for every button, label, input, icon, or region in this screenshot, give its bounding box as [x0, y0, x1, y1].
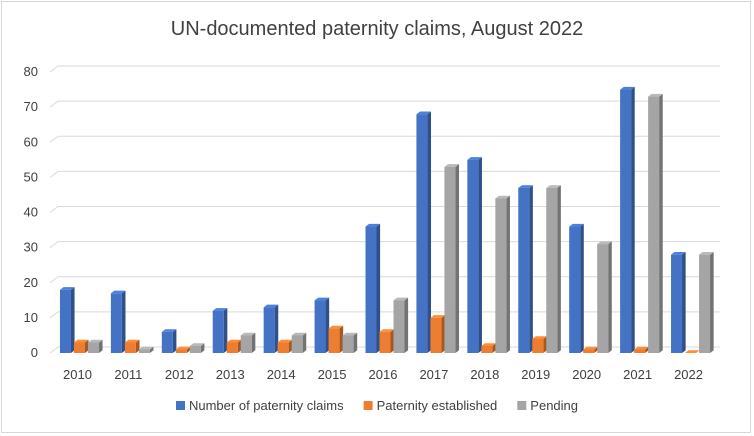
bar-2021-0	[620, 86, 635, 354]
legend: Number of paternity claims Paternity esta…	[175, 398, 578, 413]
legend-label: Number of paternity claims	[189, 398, 344, 413]
bar-2011-0	[110, 290, 126, 353]
x-tick-label: 2018	[470, 367, 499, 382]
bar-2021-1	[634, 346, 649, 353]
bar-2019-2	[546, 185, 561, 353]
bar-2010-2	[87, 339, 103, 353]
bar-2011-2	[138, 346, 154, 353]
bar-2016-1	[379, 329, 395, 353]
legend-item-0: Number of paternity claims	[175, 398, 344, 413]
gridline-depth-10	[49, 311, 59, 319]
x-tick-label: 2020	[572, 367, 601, 382]
bar-2013-1	[226, 339, 242, 353]
bar-2017-2	[444, 164, 460, 353]
bar-2020-0	[569, 223, 584, 353]
y-tick-label: 20	[24, 275, 38, 290]
y-tick-label: 70	[24, 99, 38, 114]
x-tick-label: 2022	[674, 367, 703, 382]
legend-item-1: Paternity established	[363, 398, 498, 413]
gridline-depth-80	[49, 65, 59, 73]
bar-2012-2	[189, 343, 205, 353]
x-tick-label: 2012	[165, 367, 194, 382]
bar-2019-1	[532, 336, 547, 353]
y-tick-label: 50	[24, 169, 38, 184]
gridline-depth-70	[49, 100, 59, 108]
x-axis-ticks: 2010 2011 2012 2013 2014 2015 2016 2017 2018 2019…	[63, 367, 703, 382]
x-tick-label: 2017	[419, 367, 448, 382]
y-axis-ticks: 0 10 20 30 40 50 60 70 80	[24, 64, 38, 360]
y-tick-label: 60	[24, 134, 38, 149]
chart-title: UN-documented paternity claims, August 2…	[171, 18, 583, 40]
x-tick-label: 2019	[521, 367, 550, 382]
y-tick-label: 10	[24, 310, 38, 325]
y-tick-label: 30	[24, 240, 38, 255]
bar-2017-1	[430, 315, 446, 353]
bar-2013-0	[212, 308, 228, 353]
bar-2014-2	[291, 332, 307, 353]
bar-2015-0	[314, 297, 330, 353]
bar-2018-2	[495, 195, 510, 353]
gridline-depth-40	[49, 206, 59, 213]
gridline-depth-50	[49, 170, 59, 178]
bar-2010-0	[59, 287, 75, 353]
gridline-depth-20	[49, 276, 59, 284]
x-tick-label: 2010	[63, 367, 92, 382]
bar-2019-0	[518, 185, 533, 353]
bar-2021-2	[648, 93, 663, 354]
legend-label: Paternity established	[377, 398, 498, 413]
bar-2012-1	[175, 346, 191, 353]
x-tick-label: 2016	[369, 367, 398, 382]
bar-2017-0	[416, 111, 432, 354]
x-tick-label: 2013	[216, 367, 245, 382]
legend-item-2: Pending	[517, 398, 578, 413]
legend-swatch	[363, 401, 373, 410]
bar-2011-1	[124, 339, 140, 353]
x-tick-label: 2011	[114, 367, 142, 382]
bar-2014-1	[277, 339, 293, 353]
bar-2022-1	[685, 350, 700, 353]
bars	[59, 86, 714, 354]
x-tick-label: 2014	[267, 367, 296, 382]
bar-2018-0	[467, 157, 482, 353]
bar-2012-0	[161, 329, 177, 353]
gridline-depth-30	[49, 241, 59, 249]
y-tick-label: 0	[31, 345, 38, 360]
bar-2014-0	[263, 304, 279, 353]
y-tick-label: 40	[24, 205, 38, 220]
bar-2022-0	[671, 251, 686, 353]
bar-2020-1	[583, 346, 598, 353]
y-tick-label: 80	[24, 64, 38, 79]
bar-2015-1	[328, 325, 344, 353]
bar-2015-2	[342, 332, 358, 353]
bar-2010-1	[73, 339, 89, 353]
bar-2016-0	[365, 223, 381, 353]
bar-2020-2	[597, 241, 612, 353]
bar-2013-2	[240, 332, 256, 353]
bar-2022-2	[699, 251, 714, 353]
bar-2016-2	[393, 297, 409, 353]
legend-swatch	[517, 401, 527, 410]
gridline-depth-60	[49, 135, 59, 143]
x-tick-label: 2021	[623, 367, 652, 382]
x-tick-label: 2015	[318, 367, 347, 382]
gridline-depth-0	[49, 346, 59, 354]
legend-label: Pending	[530, 398, 578, 413]
bar-2018-1	[481, 343, 496, 353]
legend-swatch	[175, 401, 185, 410]
gridlines	[49, 65, 720, 354]
